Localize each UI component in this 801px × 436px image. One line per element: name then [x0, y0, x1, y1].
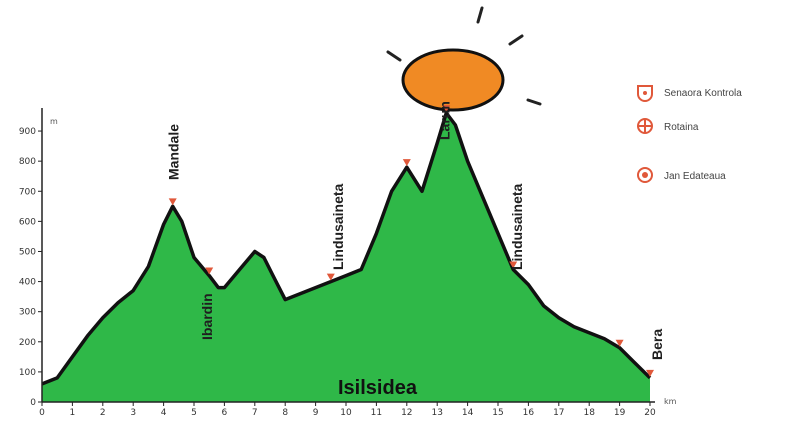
sun-icon — [386, 6, 542, 112]
y-tick-label: 900 — [19, 127, 36, 137]
x-tick-label: 3 — [130, 408, 136, 418]
y-tick-label: 200 — [19, 338, 36, 348]
x-tick-label: 11 — [371, 408, 382, 418]
supply-point-icon — [637, 118, 653, 134]
control-point-icon-dot — [643, 91, 647, 95]
legend-label: Jan Edateaua — [664, 171, 726, 182]
x-tick-label: 17 — [553, 408, 564, 418]
supply-point-icon-cross — [639, 120, 651, 132]
peak-labels: Mandale Ibardin Lindusaineta Larun Lindusain… — [166, 101, 665, 360]
x-tick-label: 9 — [313, 408, 319, 418]
y-tick-label: 300 — [19, 308, 36, 318]
x-tick-label: 0 — [39, 408, 45, 418]
profile-group — [41, 104, 654, 402]
checkpoint-marker — [509, 261, 518, 269]
x-tick-label: 18 — [583, 408, 595, 418]
y-tick-label: 0 — [30, 398, 36, 408]
y-tick-label: 600 — [19, 217, 36, 227]
sun-ray — [508, 34, 524, 46]
x-tick-label: 20 — [644, 408, 656, 418]
legend-item: Jan Edateaua — [637, 167, 726, 183]
x-tick-label: 1 — [70, 408, 76, 418]
legend-label: Senaora Kontrola — [664, 88, 742, 99]
checkpoint-marker — [442, 104, 451, 112]
sun-ray — [386, 50, 402, 62]
food-point-icon — [637, 167, 653, 183]
y-tick-label: 400 — [19, 278, 36, 288]
checkpoint-marker — [168, 198, 177, 206]
x-tick-label: 12 — [401, 408, 412, 418]
route-label: Isilsidea — [338, 377, 418, 399]
peak-label: Bera — [649, 329, 665, 360]
elevation-area — [42, 113, 650, 402]
sun-disc — [401, 48, 505, 112]
x-ticks: 0 1 2 3 4 5 6 7 8 9 10 11 12 13 14 15 16 17 18 19 20 — [39, 402, 656, 418]
sun-ray — [476, 6, 484, 24]
peak-label: Mandale — [166, 124, 182, 180]
y-unit-label: m — [50, 117, 58, 126]
legend-label: Rotaina — [664, 122, 699, 133]
legend-item: Senaora Kontrola — [637, 85, 742, 102]
checkpoint-marker — [402, 159, 411, 167]
legend: Senaora Kontrola Rotaina Jan Edateaua — [637, 85, 742, 183]
legend-item: Rotaina — [637, 118, 699, 134]
x-tick-label: 13 — [431, 408, 442, 418]
y-tick-label: 100 — [19, 368, 36, 378]
x-tick-label: 15 — [492, 408, 503, 418]
food-point-icon-dot — [642, 172, 648, 178]
checkpoint-marker — [615, 339, 624, 347]
axes — [41, 108, 655, 403]
y-tick-label: 700 — [19, 187, 36, 197]
peak-label: Larun — [436, 101, 452, 140]
y-ticks: 0 100 200 300 400 500 600 700 800 900 — [19, 127, 42, 408]
x-tick-label: 14 — [462, 408, 474, 418]
y-tick-label: 500 — [19, 247, 36, 257]
x-tick-label: 19 — [614, 408, 626, 418]
x-unit-label: km — [664, 397, 677, 406]
peak-label: Lindusaineta — [509, 183, 525, 270]
x-tick-label: 8 — [282, 408, 288, 418]
sun-ray — [526, 98, 542, 106]
x-tick-label: 6 — [222, 408, 228, 418]
x-tick-label: 7 — [252, 408, 258, 418]
x-tick-label: 2 — [100, 408, 106, 418]
y-tick-label: 800 — [19, 157, 36, 167]
x-tick-label: 4 — [161, 408, 167, 418]
control-point-icon — [637, 85, 653, 102]
x-tick-label: 16 — [523, 408, 535, 418]
elevation-outline — [41, 111, 652, 386]
checkpoint-marker — [326, 273, 335, 281]
checkpoint-marker — [205, 267, 214, 275]
peak-label: Ibardin — [199, 293, 215, 340]
checkpoint-marker — [646, 369, 654, 377]
peak-label: Lindusaineta — [330, 183, 346, 270]
x-tick-label: 5 — [191, 408, 197, 418]
x-tick-label: 10 — [340, 408, 352, 418]
